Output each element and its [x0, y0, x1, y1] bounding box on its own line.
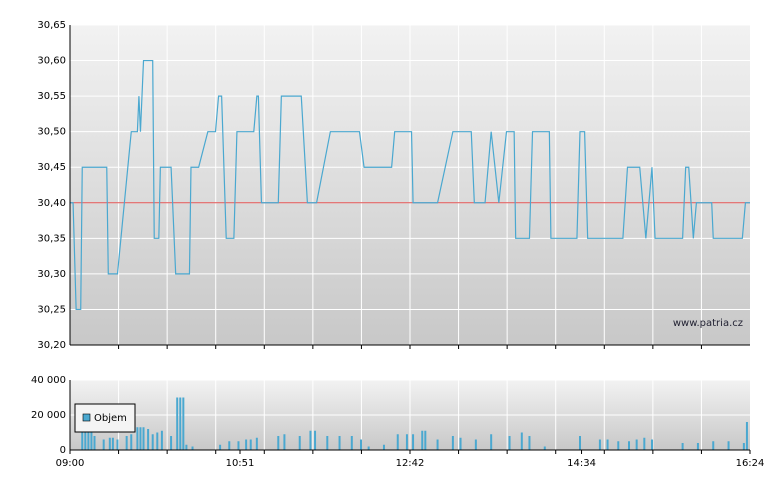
bar	[617, 441, 620, 450]
bar	[745, 422, 748, 450]
bar	[93, 436, 96, 450]
bar	[350, 436, 353, 450]
price-line	[70, 59, 750, 311]
bar	[712, 441, 715, 450]
bar	[579, 436, 581, 450]
y-tick-label: 0	[60, 445, 66, 456]
bar	[309, 430, 312, 450]
bar	[650, 439, 653, 450]
bar	[367, 446, 370, 450]
x-tick-label: 12:42	[396, 458, 425, 469]
bar	[102, 439, 105, 450]
bar	[520, 432, 523, 450]
legend-swatch	[82, 413, 91, 422]
bar	[245, 439, 248, 450]
y-tick-label: 30,60	[37, 56, 66, 67]
bar	[136, 427, 139, 450]
bar	[405, 434, 408, 450]
y-tick-label: 30,20	[37, 340, 66, 351]
bar	[696, 443, 699, 450]
y-tick-label: 30,40	[37, 198, 66, 209]
bar	[237, 441, 240, 450]
bar	[182, 397, 185, 450]
bar	[176, 397, 179, 450]
bar	[191, 446, 194, 450]
bar	[474, 439, 477, 450]
y-tick-label: 20 000	[31, 410, 66, 421]
y-tick-label: 30,55	[37, 91, 66, 102]
watermark: www.patria.cz	[673, 318, 743, 329]
bar	[90, 429, 93, 450]
y-tick-label: 30,30	[37, 269, 66, 280]
bar	[635, 439, 638, 450]
bar	[170, 436, 173, 450]
bar	[249, 439, 252, 450]
bar	[111, 437, 114, 450]
bar	[151, 434, 154, 450]
bar	[508, 436, 511, 450]
bar	[139, 427, 142, 450]
bar	[87, 429, 90, 450]
bar	[130, 434, 133, 450]
bar	[108, 437, 111, 450]
bar	[451, 436, 454, 450]
legend-label: Objem	[94, 413, 127, 424]
bar	[396, 434, 399, 450]
bar	[382, 444, 385, 450]
x-tick-label: 16:24	[736, 458, 765, 469]
bar	[628, 441, 631, 450]
bar	[147, 429, 150, 450]
bar	[160, 430, 163, 450]
bar	[219, 444, 222, 450]
bar	[255, 437, 258, 450]
bar	[359, 439, 362, 450]
y-tick-label: 40 000	[31, 375, 66, 386]
bar	[598, 439, 601, 450]
bar	[436, 439, 439, 450]
y-tick-label: 30,50	[37, 127, 66, 138]
bar	[228, 441, 231, 450]
x-tick-label: 10:51	[226, 458, 255, 469]
bar	[742, 443, 745, 450]
bar	[81, 429, 84, 450]
bar	[125, 436, 128, 450]
bar	[283, 434, 286, 450]
bar	[412, 434, 415, 450]
y-tick-label: 30,65	[37, 20, 66, 31]
bar	[459, 437, 462, 450]
bar	[681, 443, 684, 450]
bar	[338, 436, 341, 450]
bar	[326, 436, 329, 450]
bar	[421, 430, 424, 450]
y-tick-label: 30,25	[37, 304, 66, 315]
bar	[84, 429, 87, 450]
bar	[298, 436, 301, 450]
bar	[727, 441, 730, 450]
x-tick-label: 09:00	[56, 458, 85, 469]
bar	[185, 444, 188, 450]
x-tick-label: 14:34	[567, 458, 596, 469]
bar	[606, 439, 609, 450]
bar	[116, 439, 119, 450]
bar	[490, 434, 493, 450]
bar	[314, 430, 317, 450]
bar	[142, 427, 145, 450]
bar	[643, 437, 646, 450]
bar	[543, 446, 546, 450]
bar	[424, 430, 427, 450]
y-tick-label: 30,45	[37, 162, 66, 173]
bar	[156, 432, 159, 450]
bar	[179, 397, 182, 450]
bar	[528, 436, 531, 450]
bar	[277, 436, 280, 450]
y-tick-label: 30,35	[37, 233, 66, 244]
